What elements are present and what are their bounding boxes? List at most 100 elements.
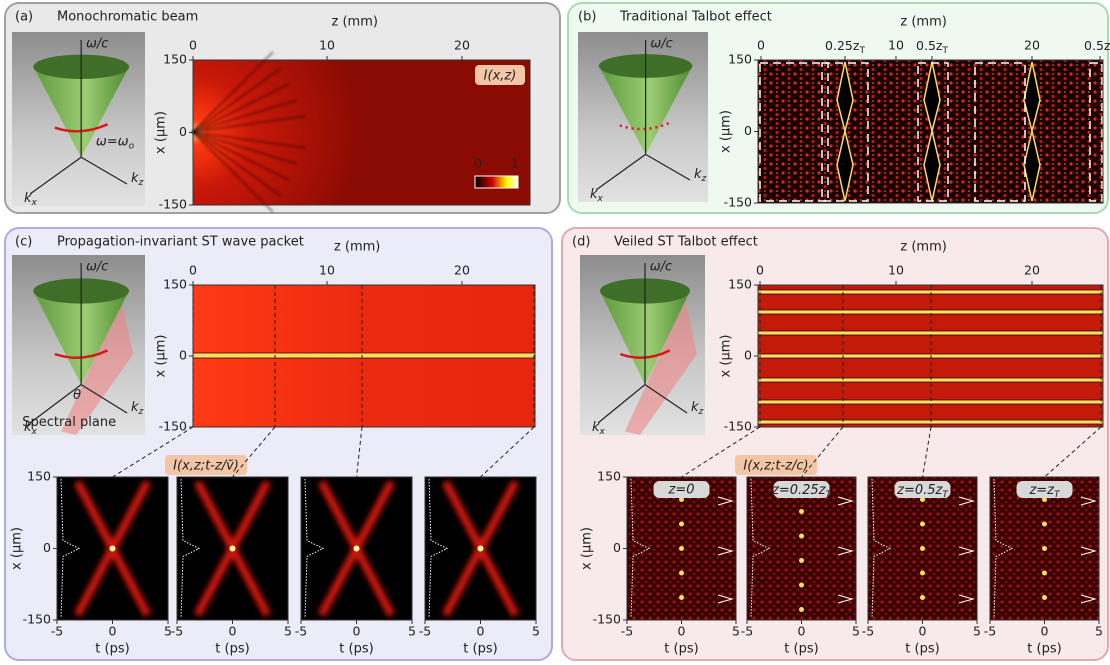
line	[922, 426, 932, 478]
text-main: k	[131, 171, 139, 186]
t-tick-label: 5	[973, 624, 981, 639]
snapshot-map	[746, 476, 857, 621]
spectral-plane	[625, 300, 697, 435]
beam-peak	[1042, 570, 1047, 576]
intensity-map	[193, 60, 530, 205]
text-sub: z	[138, 407, 144, 417]
diffraction-fringe	[192, 131, 282, 197]
text-sub: x	[31, 198, 38, 208]
z-tick-label: 10	[319, 38, 335, 53]
beam-peak	[799, 582, 804, 588]
text-main: k	[691, 400, 699, 415]
talbot-box	[759, 62, 829, 202]
x-tick-label: 0	[179, 124, 187, 139]
x-tick-label: 0	[744, 123, 752, 138]
panel-title: Traditional Talbot effect	[619, 10, 772, 25]
cone-axis-label: ω/c	[86, 37, 108, 52]
text-main: z=0.5z	[896, 483, 943, 498]
t-tick-label: 0	[1041, 624, 1049, 639]
text-sub: o	[129, 141, 135, 151]
t-tick-label: 5	[732, 624, 740, 639]
x-tick-label: 150	[728, 52, 752, 67]
line	[80, 384, 128, 414]
x-tick-label: -150	[724, 419, 752, 434]
text-main: z=z	[1028, 483, 1055, 498]
t-tick-label: -5	[741, 624, 753, 639]
text-main: k	[131, 400, 139, 415]
cone-axis-label: kx	[24, 191, 38, 208]
text-sub: T	[942, 490, 949, 500]
x-tick-label: 150	[163, 277, 187, 292]
z-tick-label: 20	[454, 38, 470, 53]
text-sub: z	[701, 174, 707, 184]
x-tick-label: 150	[27, 469, 51, 484]
x-tick-label: 150	[728, 277, 752, 292]
t-tick-label: 5	[408, 624, 416, 639]
diffraction-fringe	[192, 131, 306, 149]
x-axis-label: x (μm)	[154, 111, 169, 154]
beam-peak	[1042, 546, 1047, 551]
beam-peak	[920, 595, 925, 600]
text-main: 0.5z	[1084, 38, 1110, 53]
line	[645, 153, 691, 181]
beam-peak	[920, 497, 925, 502]
side-profile	[958, 496, 975, 604]
talbot-column	[1023, 61, 1041, 202]
inset-label: I(x,z;t-z/ṽ)	[173, 459, 239, 474]
t-tick-label: -5	[621, 624, 633, 639]
x-tick-label: 0	[744, 348, 752, 363]
side-profile	[871, 478, 892, 619]
line	[595, 153, 646, 191]
beam-peak	[109, 545, 116, 552]
t-axis-label: t (ps)	[95, 642, 129, 657]
text-main: ω=ω	[96, 134, 129, 149]
panel-label: (b)	[578, 10, 596, 25]
text-sub: T	[826, 490, 833, 500]
line	[232, 426, 276, 478]
t-tick-label: 5	[164, 624, 172, 639]
spectral-plane	[61, 300, 134, 435]
t-tick-label: -5	[295, 624, 307, 639]
x-tick-label: 0	[613, 540, 621, 555]
z-tick-label: 0	[757, 38, 765, 53]
z-axis-label: z (mm)	[900, 15, 946, 30]
beam-peak	[920, 570, 925, 576]
panel-title: Propagation-invariant ST wave packet	[57, 235, 304, 250]
x-axis-label: x (μm)	[580, 527, 595, 570]
diffraction-fringe	[192, 83, 290, 133]
t-tick-label: -5	[862, 624, 874, 639]
beam-peak	[353, 545, 360, 552]
t-tick-label: 5	[1095, 624, 1103, 639]
beam-peak	[920, 521, 925, 527]
line	[112, 426, 194, 478]
beam-peak	[1042, 497, 1047, 502]
side-profile	[428, 478, 449, 619]
t-tick-label: -5	[984, 624, 996, 639]
cone-axis-label: kx	[590, 187, 604, 204]
line	[801, 426, 844, 478]
cone-annotation: θ	[73, 388, 81, 403]
snapshot-label: z=0.5zT	[896, 483, 949, 500]
x-axis-label: x (μm)	[719, 110, 734, 153]
text-main: k	[592, 420, 600, 435]
x-tick-label: 150	[163, 52, 187, 67]
panel-title: Veiled ST Talbot effect	[614, 235, 758, 250]
beam-peak	[799, 558, 804, 563]
diffraction-fringe	[192, 67, 282, 133]
beam-peak	[920, 546, 925, 551]
beam-peak	[799, 607, 804, 612]
t-axis-label: t (ps)	[905, 642, 939, 657]
inset-label: I(x,z)	[484, 69, 517, 84]
side-profile	[717, 496, 734, 604]
text-sub: z	[698, 407, 704, 417]
side-profile	[630, 478, 651, 619]
text-sub: x	[597, 194, 604, 204]
t-axis-label: t (ps)	[664, 642, 698, 657]
t-tick-label: -5	[51, 624, 63, 639]
line	[1044, 426, 1102, 478]
z-tick-label: 0.5zT	[916, 38, 948, 56]
beam-peak	[1042, 521, 1047, 527]
t-tick-label: 5	[852, 624, 860, 639]
side-profile	[993, 478, 1014, 619]
